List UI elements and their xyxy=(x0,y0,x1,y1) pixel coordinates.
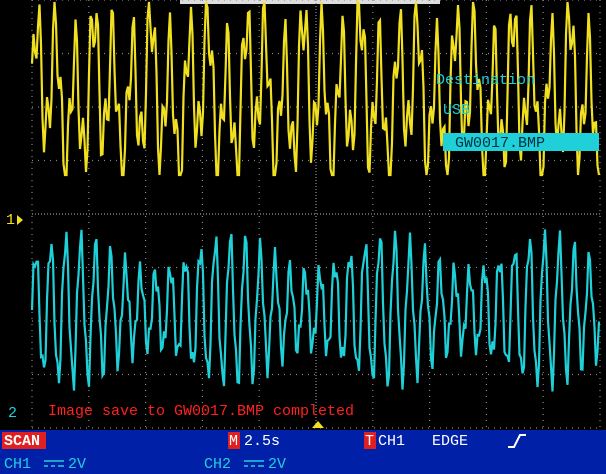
menu-title: Destination xyxy=(436,72,535,89)
ch2-scale: 2V xyxy=(268,456,286,473)
dc-icon xyxy=(44,460,64,467)
ch1-label: CH1 xyxy=(4,456,31,473)
menu-device: USB xyxy=(443,102,470,119)
timebase: 2.5s xyxy=(244,433,280,450)
menu-file: GW0017.BMP xyxy=(455,135,545,152)
ch1-arrow xyxy=(17,215,23,225)
ch2-marker: 2 xyxy=(8,405,17,422)
status-bar xyxy=(0,430,606,474)
ch2-label: CH2 xyxy=(204,456,231,473)
ch1-scale: 2V xyxy=(68,456,86,473)
ch2-waveform xyxy=(30,229,601,392)
timebase-icon-box xyxy=(228,432,240,449)
message: Image save to GW0017.BMP completed xyxy=(48,403,354,420)
file-highlight xyxy=(443,133,599,151)
trigger-source: CH1 xyxy=(378,433,405,450)
trigger-icon-box xyxy=(364,432,376,449)
trigger-type: EDGE xyxy=(432,433,468,450)
mode-box xyxy=(2,432,46,449)
top-bar-fragment xyxy=(180,0,440,4)
dc-icon xyxy=(244,460,264,467)
ch1-marker: 1 xyxy=(6,212,15,229)
mode: SCAN xyxy=(4,433,40,450)
timebase-icon: M xyxy=(229,433,238,450)
trigger-position xyxy=(312,421,324,428)
edge-icon xyxy=(508,434,526,448)
ch1-waveform xyxy=(30,0,601,177)
trigger-icon: T xyxy=(365,433,374,450)
